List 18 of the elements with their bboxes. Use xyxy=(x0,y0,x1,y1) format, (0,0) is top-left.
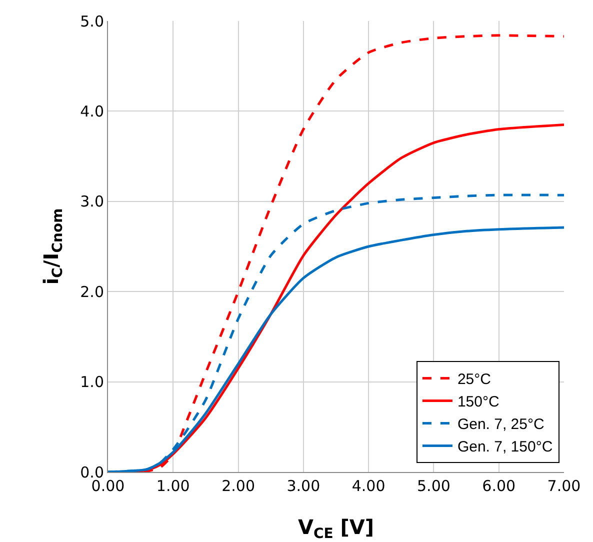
y-tick-label: 5.0 xyxy=(80,12,104,30)
y-tick-label: 3.0 xyxy=(80,192,104,211)
legend-label: 150°C xyxy=(457,394,500,411)
x-tick-label: 7.00 xyxy=(547,477,581,495)
x-tick-label: 1.00 xyxy=(156,477,190,495)
legend-label: Gen. 7, 150°C xyxy=(457,438,553,456)
x-tick-label: 2.00 xyxy=(222,477,255,495)
y-tick-label: 2.0 xyxy=(80,282,104,301)
x-tick-label: 6.00 xyxy=(482,477,516,495)
x-tick-label: 0.00 xyxy=(91,477,125,495)
legend-label: Gen. 7, 25°C xyxy=(457,416,544,434)
x-tick-label: 5.00 xyxy=(417,477,450,495)
x-tick-label: 4.00 xyxy=(352,477,386,495)
y-tick-label: 4.0 xyxy=(80,102,104,120)
y-tick-label: 1.0 xyxy=(80,373,104,392)
x-axis-title: V$_{CE}$ [V] xyxy=(298,514,374,542)
legend-label: 25°C xyxy=(457,371,492,388)
x-tick-label: 3.00 xyxy=(286,477,320,495)
